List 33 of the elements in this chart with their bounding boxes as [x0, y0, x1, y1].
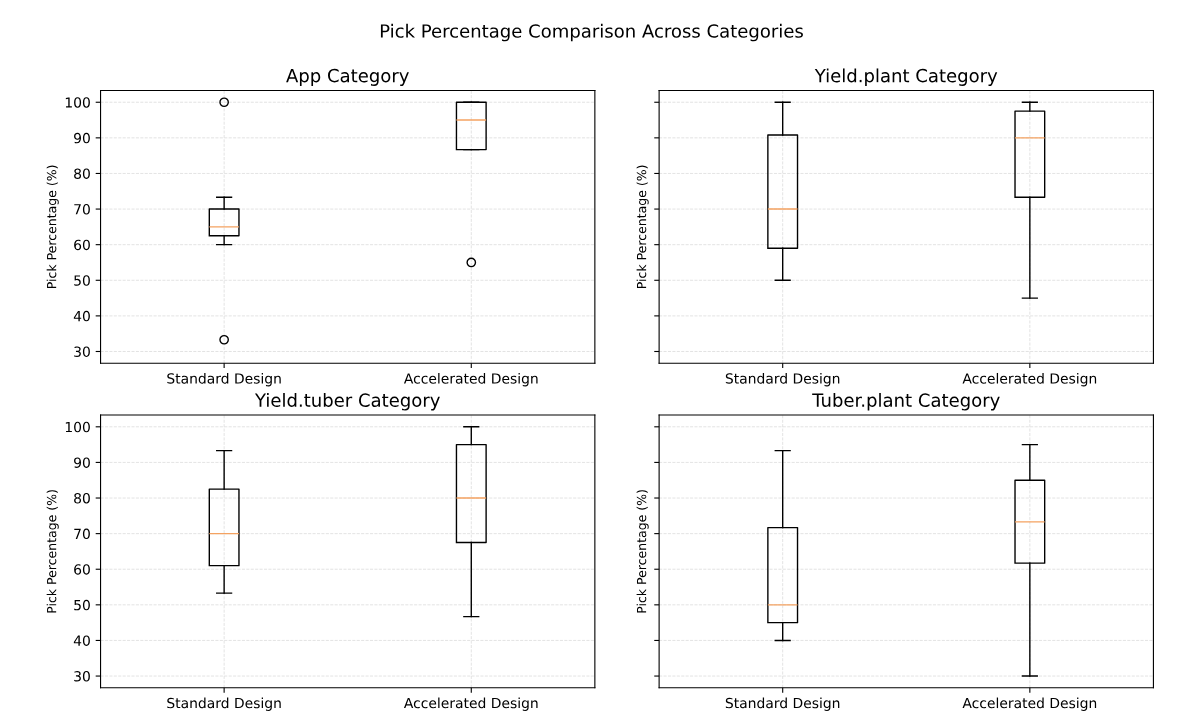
- chart-title: Yield.plant Category: [814, 68, 998, 86]
- x-tick-label: Accelerated Design: [962, 697, 1097, 711]
- y-tick-label: 30: [74, 671, 90, 682]
- y-tick-label: 60: [74, 564, 90, 575]
- y-tick-label: 80: [74, 168, 90, 179]
- y-tick-label: 50: [74, 599, 90, 611]
- y-axis-title: Pick Percentage (%): [46, 165, 59, 288]
- x-tick-label: Standard Design: [725, 697, 840, 711]
- y-axis-title: Pick Percentage (%): [636, 490, 649, 613]
- x-tick-label: Standard Design: [725, 372, 840, 387]
- chart-title: Yield.tuber Category: [254, 393, 440, 411]
- x-tick-label: Accelerated Design: [403, 697, 538, 711]
- y-tick-label: 50: [74, 275, 90, 286]
- y-tick-label: 40: [73, 310, 90, 322]
- x-tick-label: Standard Design: [167, 372, 281, 387]
- y-tick-label: 90: [74, 132, 90, 144]
- x-tick-label: Standard Design: [167, 697, 281, 711]
- y-tick-label: 40: [73, 635, 90, 646]
- y-tick-label: 80: [74, 492, 90, 504]
- y-tick-label: 70: [74, 204, 90, 215]
- chart-title: App Category: [286, 68, 409, 86]
- x-tick-label: Accelerated Design: [962, 372, 1097, 387]
- y-tick-label: 100: [65, 421, 90, 433]
- chart-title: Tuber.plant Category: [812, 393, 1000, 411]
- y-axis-title: Pick Percentage (%): [46, 490, 59, 613]
- y-tick-label: 70: [74, 528, 90, 540]
- x-tick-label: Accelerated Design: [403, 372, 538, 387]
- text: Pick Percentage Comparison Across Categories: [380, 23, 803, 42]
- y-tick-label: 100: [65, 97, 90, 108]
- y-tick-label: 60: [74, 239, 90, 251]
- y-axis-title: Pick Percentage (%): [636, 165, 649, 288]
- y-tick-label: 90: [74, 457, 90, 468]
- y-tick-label: 30: [74, 346, 90, 357]
